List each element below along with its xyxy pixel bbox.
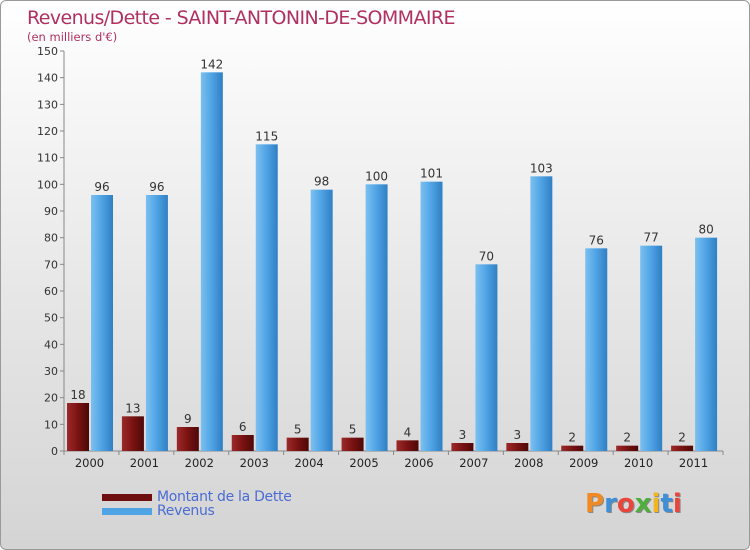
y-tick-label: 10 bbox=[44, 418, 58, 431]
bar-revenus-2006 bbox=[420, 181, 443, 451]
label-dette-2002: 9 bbox=[184, 412, 192, 426]
bar-revenus-2008 bbox=[530, 176, 553, 452]
label-dette-2007: 3 bbox=[459, 428, 467, 442]
label-revenus-2007: 70 bbox=[479, 249, 494, 263]
label-revenus-2004: 98 bbox=[314, 175, 329, 189]
bar-dette-2007 bbox=[451, 443, 474, 451]
bar-revenus-2011 bbox=[695, 237, 718, 451]
bar-dette-2008 bbox=[506, 443, 529, 451]
logo-letter: t bbox=[660, 489, 673, 519]
y-tick-label: 100 bbox=[37, 178, 58, 191]
y-tick-label: 0 bbox=[51, 445, 58, 458]
label-revenus-2003: 115 bbox=[255, 129, 278, 143]
bar-dette-2002 bbox=[176, 427, 199, 451]
legend-swatch-dette bbox=[102, 493, 152, 501]
logo-letter: i bbox=[651, 489, 661, 519]
label-dette-2006: 4 bbox=[404, 425, 412, 439]
legend-item-dette: Montant de la Dette bbox=[102, 489, 292, 505]
x-tick-label-2006: 2006 bbox=[404, 456, 433, 470]
logo-letter: P bbox=[585, 489, 605, 519]
proxiti-logo: Proxiti bbox=[585, 489, 682, 519]
legend-swatch-revenus bbox=[102, 507, 152, 515]
bar-revenus-2000 bbox=[91, 195, 113, 451]
y-tick-label: 50 bbox=[44, 312, 58, 325]
bar-dette-2001 bbox=[121, 416, 144, 451]
label-revenus-2011: 80 bbox=[698, 223, 713, 237]
bar-revenus-2001 bbox=[145, 195, 168, 451]
y-tick-label: 30 bbox=[44, 365, 58, 378]
x-tick-label-2007: 2007 bbox=[459, 456, 488, 470]
logo-letter: o bbox=[616, 489, 635, 519]
label-revenus-2002: 142 bbox=[200, 57, 223, 71]
label-dette-2004: 5 bbox=[294, 423, 302, 437]
bar-dette-2003 bbox=[231, 435, 254, 451]
legend-label-revenus: Revenus bbox=[157, 503, 215, 519]
label-revenus-2005: 100 bbox=[365, 169, 388, 183]
x-tick-label-2008: 2008 bbox=[514, 456, 543, 470]
data-labels: 18 96 13 96 9 142 6 115 5 98 5 100 4 101 3 70 3 103 2 76 2 77… bbox=[70, 57, 713, 444]
bar-dette-2011 bbox=[671, 445, 694, 451]
y-tick-label: 60 bbox=[44, 285, 58, 298]
bar-revenus-2005 bbox=[365, 184, 388, 452]
label-revenus-2001: 96 bbox=[149, 180, 164, 194]
x-tick-label-2011: 2011 bbox=[679, 456, 708, 470]
label-revenus-2000: 96 bbox=[94, 180, 109, 194]
label-dette-2011: 2 bbox=[678, 431, 686, 445]
y-tick-label: 40 bbox=[44, 338, 58, 351]
label-revenus-2010: 77 bbox=[644, 231, 659, 245]
y-tick-label: 120 bbox=[37, 125, 58, 138]
bar-dette-2005 bbox=[341, 437, 364, 451]
y-tick-label: 140 bbox=[37, 72, 58, 85]
label-dette-2009: 2 bbox=[568, 431, 576, 445]
x-tick-label-2004: 2004 bbox=[294, 456, 323, 470]
x-tick-label-2010: 2010 bbox=[624, 456, 653, 470]
label-dette-2010: 2 bbox=[623, 431, 631, 445]
bar-revenus-2010 bbox=[640, 245, 663, 451]
bar-revenus-2009 bbox=[585, 248, 608, 451]
y-tick-label: 90 bbox=[44, 205, 58, 218]
label-dette-2001: 13 bbox=[125, 401, 140, 415]
bar-dette-2006 bbox=[396, 440, 419, 451]
y-tick-label: 20 bbox=[44, 392, 58, 405]
bar-dette-2009 bbox=[561, 445, 584, 451]
x-tick-label-2009: 2009 bbox=[569, 456, 598, 470]
y-tick-label: 110 bbox=[37, 152, 58, 165]
label-dette-2003: 6 bbox=[239, 420, 247, 434]
bar-revenus-2007 bbox=[475, 264, 498, 451]
y-tick-label: 80 bbox=[44, 232, 58, 245]
x-tick-label-2001: 2001 bbox=[130, 456, 159, 470]
label-dette-2000: 18 bbox=[70, 388, 85, 402]
logo-letter: x bbox=[634, 489, 652, 519]
bar-dette-2000 bbox=[67, 403, 89, 451]
x-tick-label-2000: 2000 bbox=[75, 456, 104, 470]
y-tick-label: 70 bbox=[44, 258, 58, 271]
bar-revenus-2004 bbox=[310, 189, 333, 451]
chart-subtitle: (en milliers d'€) bbox=[27, 30, 118, 44]
label-dette-2008: 3 bbox=[514, 428, 522, 442]
label-revenus-2006: 101 bbox=[420, 167, 443, 181]
y-tick-label: 130 bbox=[37, 98, 58, 111]
logo-letter: i bbox=[672, 489, 682, 519]
bars bbox=[67, 72, 718, 452]
bar-dette-2004 bbox=[286, 437, 309, 451]
bar-revenus-2003 bbox=[255, 144, 278, 452]
x-tick-label-2003: 2003 bbox=[240, 456, 269, 470]
axes: 0 10 20 30 40 50 60 70 80 90 100 110 120 130 140 150 200… bbox=[37, 45, 724, 470]
bar-dette-2010 bbox=[616, 445, 639, 451]
x-tick-label-2005: 2005 bbox=[349, 456, 378, 470]
bar-revenus-2002 bbox=[200, 72, 223, 451]
chart-title: Revenus/Dette - SAINT-ANTONIN-DE-SOMMAIR… bbox=[27, 7, 455, 29]
logo-letter: r bbox=[604, 489, 617, 519]
label-revenus-2008: 103 bbox=[530, 161, 553, 175]
label-dette-2005: 5 bbox=[349, 423, 357, 437]
legend-item-revenus: Revenus bbox=[102, 503, 215, 519]
label-revenus-2009: 76 bbox=[589, 233, 604, 247]
legend-label-dette: Montant de la Dette bbox=[157, 489, 292, 505]
y-tick-label: 150 bbox=[37, 45, 58, 58]
x-tick-label-2002: 2002 bbox=[185, 456, 214, 470]
